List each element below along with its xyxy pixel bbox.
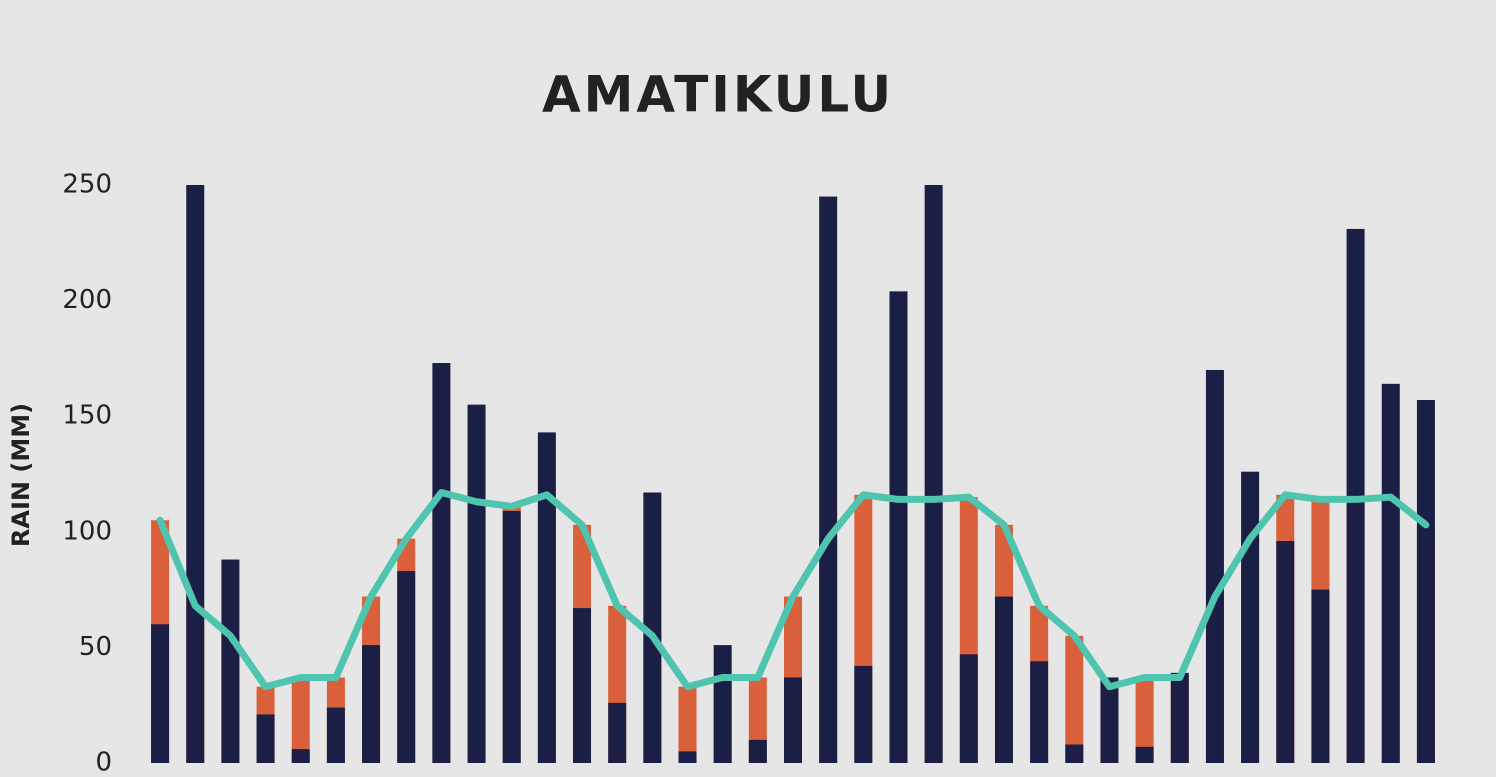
y-tick-label: 0 <box>95 748 112 777</box>
bar <box>256 714 275 763</box>
bar <box>537 432 556 763</box>
bar <box>573 608 592 763</box>
bar <box>397 571 416 763</box>
bar <box>1065 635 1084 763</box>
bar <box>432 363 451 763</box>
bar <box>1416 400 1435 763</box>
y-tick-label: 100 <box>62 516 112 546</box>
line <box>156 488 1430 691</box>
bar <box>326 707 345 763</box>
bar <box>1205 369 1224 763</box>
bar <box>678 686 697 763</box>
bar <box>1311 589 1330 763</box>
bar <box>713 645 732 763</box>
bar <box>1135 746 1154 763</box>
bar <box>924 185 943 763</box>
bar <box>291 749 310 763</box>
y-tick-label: 250 <box>62 170 112 200</box>
bar <box>854 665 873 763</box>
bar <box>221 559 240 763</box>
bar <box>1170 672 1189 763</box>
bar <box>819 196 838 763</box>
bar <box>1100 677 1119 763</box>
bar <box>1065 744 1084 763</box>
bar <box>1276 541 1295 763</box>
y-tick-label: 150 <box>62 401 112 431</box>
bar <box>784 677 802 763</box>
bar <box>1135 677 1154 763</box>
y-tick-label: 200 <box>62 285 112 315</box>
bar <box>678 751 697 763</box>
bar <box>502 510 521 763</box>
bar <box>959 654 978 763</box>
bar <box>889 291 908 763</box>
y-axis-label: RAIN (MM) <box>7 403 35 547</box>
bar <box>1030 661 1049 763</box>
bar <box>748 739 767 763</box>
bar <box>362 645 381 763</box>
bar <box>1381 383 1400 763</box>
bar <box>994 596 1013 763</box>
bar <box>1241 471 1260 763</box>
bar <box>608 702 627 763</box>
bar <box>151 624 170 763</box>
bar <box>186 185 205 763</box>
bar <box>467 404 486 763</box>
chart-title: AMATIKULU <box>542 66 894 124</box>
y-tick-label: 50 <box>79 632 112 662</box>
bar <box>643 492 662 763</box>
bar <box>291 677 310 763</box>
